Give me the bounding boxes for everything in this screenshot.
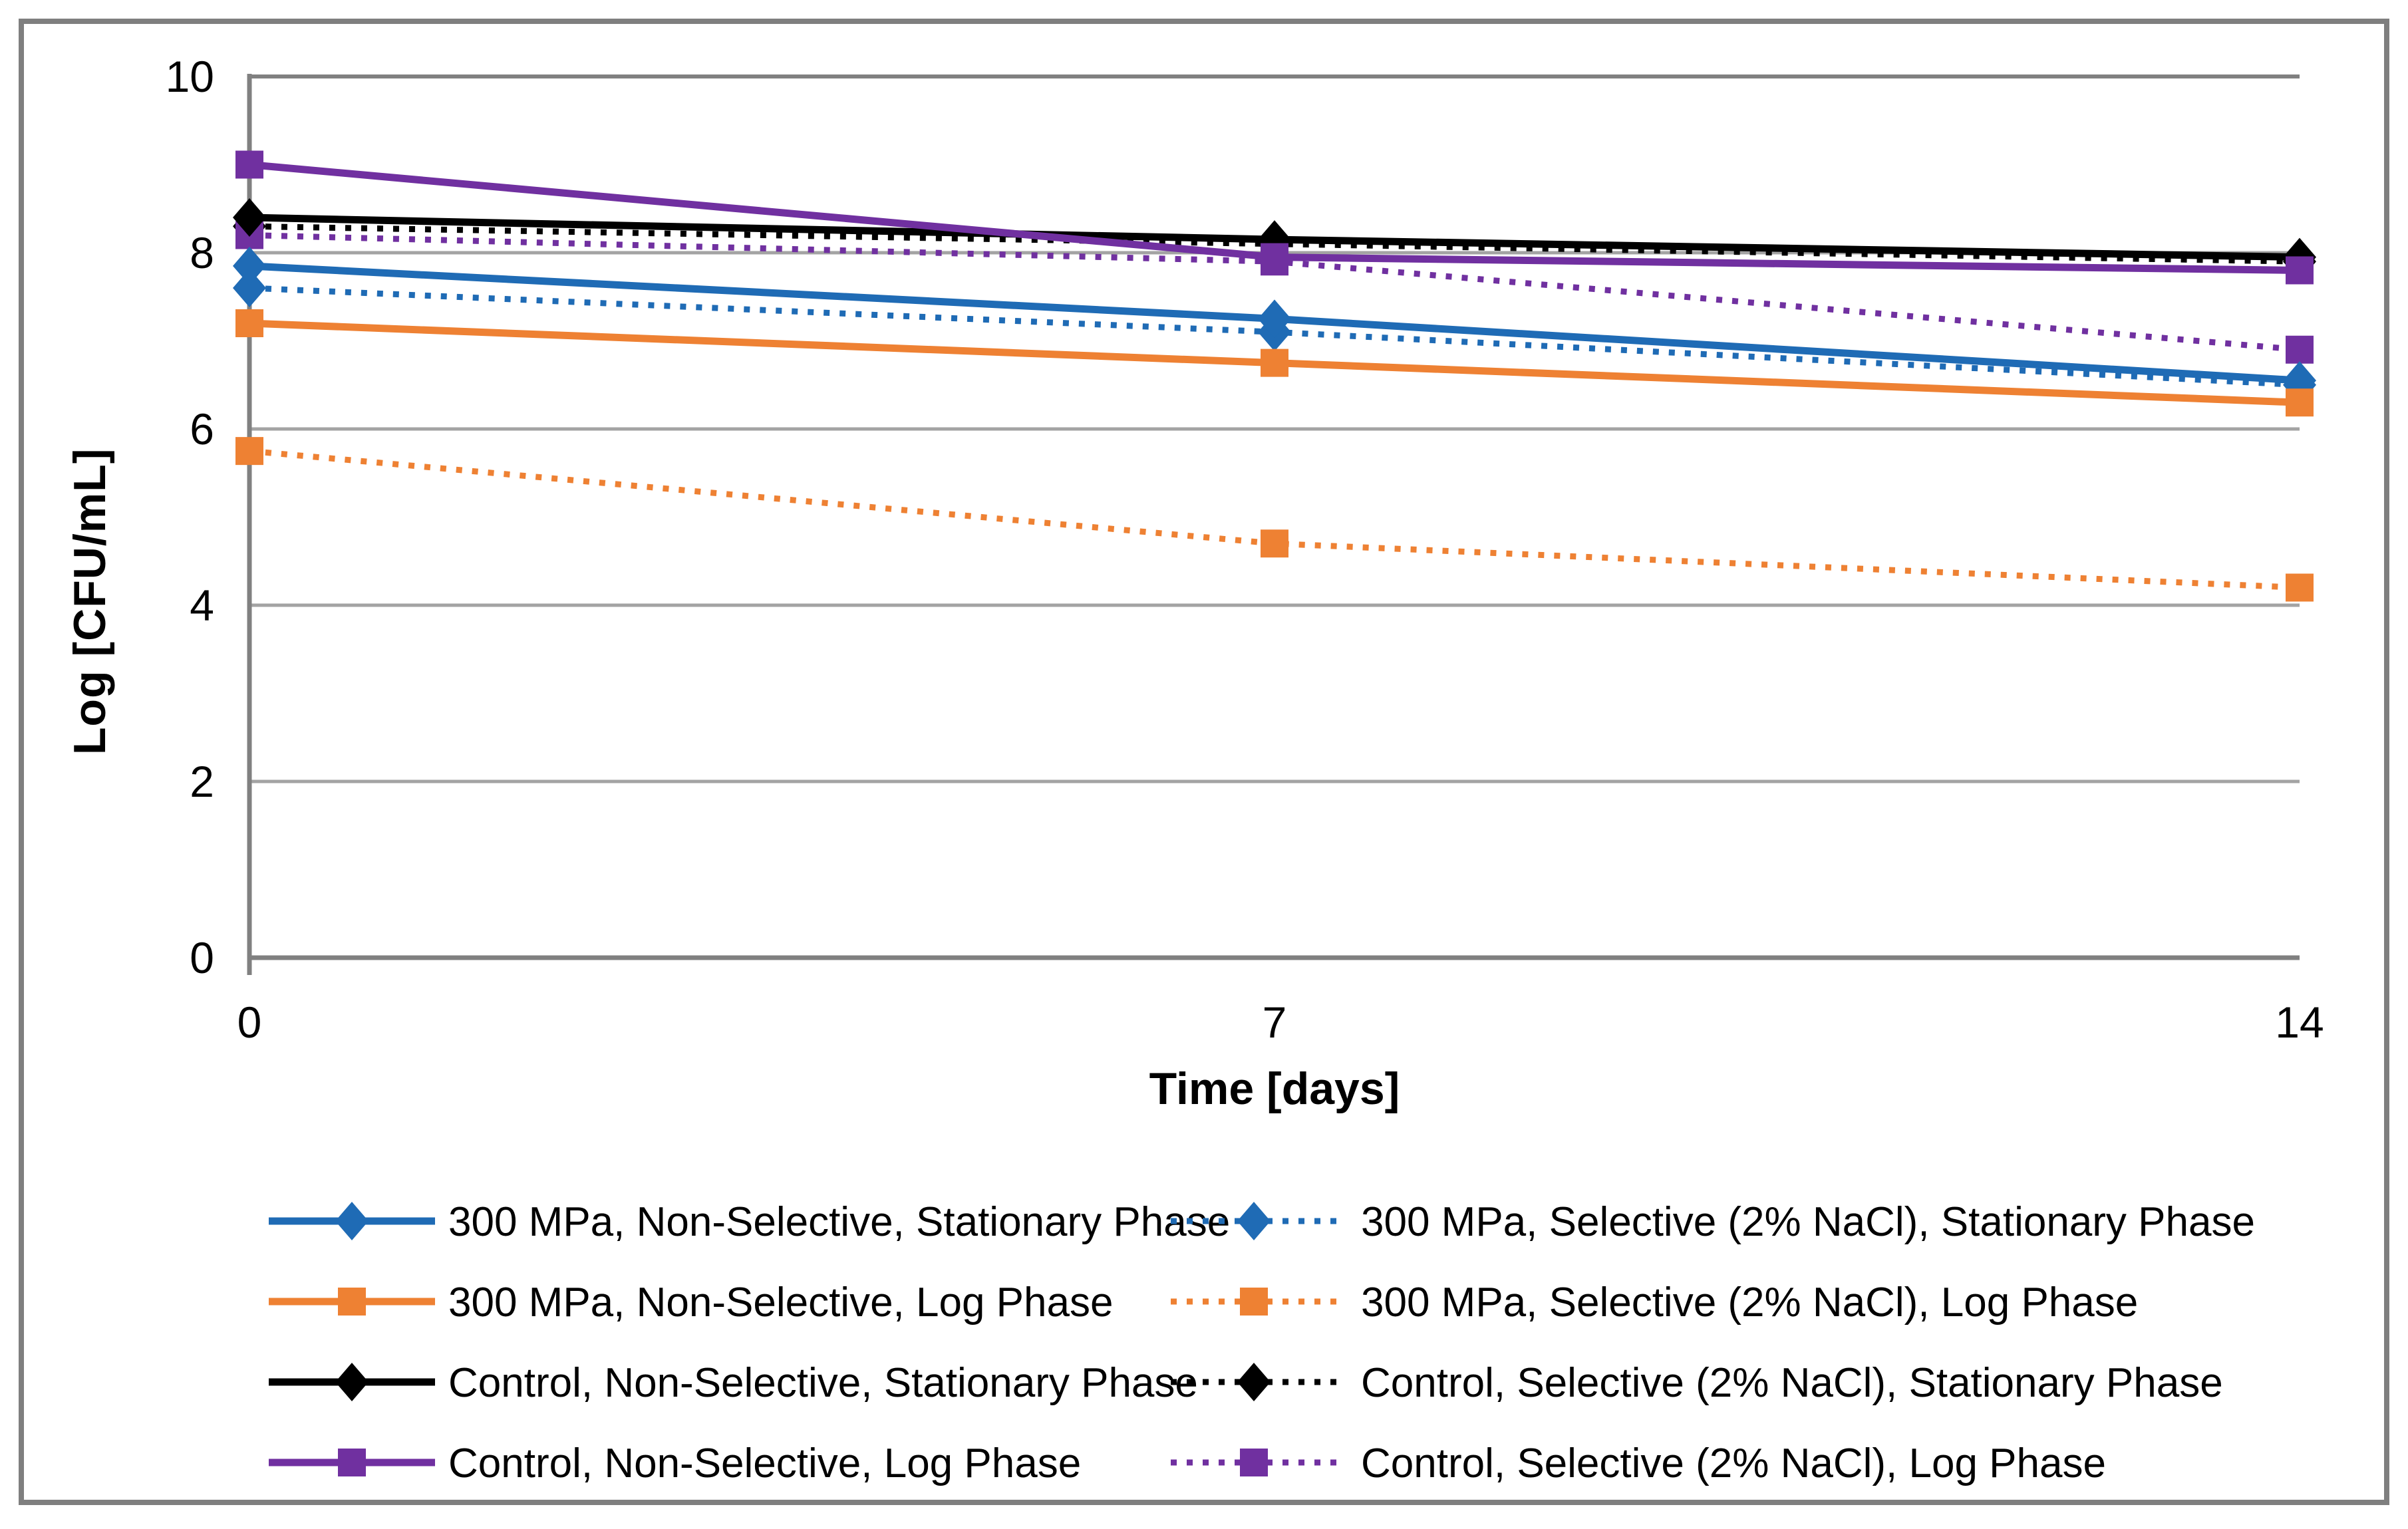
data-point-square <box>235 437 263 466</box>
x-tick-label: 14 <box>2275 998 2324 1047</box>
y-tick-label: 10 <box>166 52 214 101</box>
legend-label: 300 MPa, Non-Selective, Log Phase <box>448 1280 1113 1325</box>
y-tick-label: 2 <box>190 757 214 806</box>
data-point-square <box>1240 1288 1268 1316</box>
legend-label: Control, Selective (2% NaCl), Stationary… <box>1361 1360 2223 1406</box>
data-point-square <box>2286 388 2314 417</box>
legend-label: Control, Non-Selective, Stationary Phase <box>448 1360 1198 1406</box>
legend-label: Control, Selective (2% NaCl), Log Phase <box>1361 1441 2106 1486</box>
y-tick-label: 6 <box>190 404 214 454</box>
data-point-square <box>235 150 263 179</box>
data-point-square <box>338 1288 366 1316</box>
data-point-square <box>2286 573 2314 602</box>
data-point-diamond <box>1237 1202 1271 1240</box>
data-point-diamond <box>1237 1363 1271 1401</box>
legend-label: 300 MPa, Non-Selective, Stationary Phase <box>448 1199 1230 1245</box>
data-point-diamond <box>233 198 266 237</box>
data-point-square <box>2286 256 2314 285</box>
data-point-diamond <box>1258 299 1291 339</box>
x-tick-label: 7 <box>1263 998 1287 1047</box>
legend-label: 300 MPa, Selective (2% NaCl), Stationary… <box>1361 1199 2255 1245</box>
data-point-square <box>338 1449 366 1476</box>
data-point-square <box>235 309 263 337</box>
legend-label: Control, Non-Selective, Log Phase <box>448 1441 1081 1486</box>
data-point-diamond <box>335 1363 369 1401</box>
data-point-square <box>2286 335 2314 364</box>
x-axis-title: Time [days] <box>1149 1063 1400 1114</box>
y-tick-label: 0 <box>190 933 214 982</box>
data-point-diamond <box>335 1202 369 1240</box>
data-point-square <box>1240 1449 1268 1476</box>
data-point-square <box>1261 529 1288 558</box>
data-point-square <box>1261 243 1288 271</box>
data-point-square <box>1261 348 1288 377</box>
x-tick-label: 0 <box>237 998 262 1047</box>
y-tick-label: 8 <box>190 228 214 277</box>
figure-border <box>19 19 2389 1505</box>
series-line <box>249 448 2300 591</box>
legend-label: 300 MPa, Selective (2% NaCl), Log Phase <box>1361 1280 2138 1325</box>
data-point-diamond <box>233 246 266 285</box>
y-axis-title: Log [CFU/mL] <box>65 448 115 755</box>
y-tick-label: 4 <box>190 581 214 630</box>
data-point-diamond <box>233 269 266 307</box>
